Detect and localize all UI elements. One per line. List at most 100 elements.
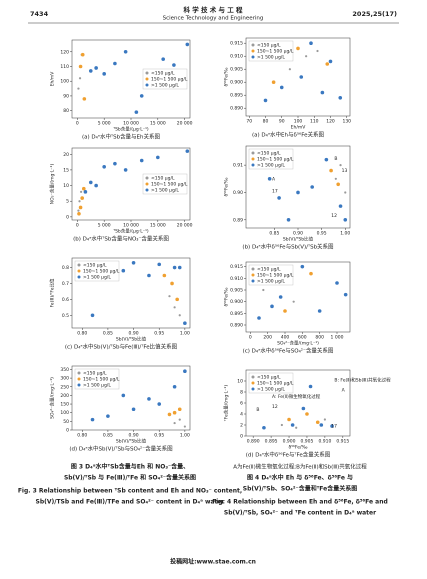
data-point xyxy=(295,426,298,429)
fig4-note: A为Fe(Ⅱ)微生物氧化过程;B为Fe(Ⅱ)和Sb(Ⅲ)共氧化过程 xyxy=(233,463,367,471)
y-axis-label: Fe(Ⅲ)/ᵀFe比值 xyxy=(49,278,56,308)
x-tick-label: 130 xyxy=(342,119,351,125)
x-tick-label: 0.85 xyxy=(269,231,279,237)
data-point xyxy=(292,300,295,303)
y-tick-label: 10 xyxy=(237,379,243,385)
legend-swatch xyxy=(251,55,255,59)
data-point xyxy=(301,406,306,411)
legend-label: <150 μg/L xyxy=(257,375,281,381)
chart-caption: (c) D₄ᵃ水中Sb(Ⅴ)/ᵀSb与Fe(Ⅲ)/ᵀFe比值关系图 xyxy=(65,343,178,351)
legend-label: >1 500 μg/L xyxy=(151,83,179,89)
x-axis-label: ᵀSb含量/(μg·L⁻¹) xyxy=(112,126,149,133)
data-point xyxy=(123,168,128,172)
y-tick-label: 0 xyxy=(240,434,243,440)
data-point xyxy=(175,297,179,302)
legend-label: <150 μg/L xyxy=(83,371,107,377)
y-tick-label: 0.900 xyxy=(230,299,243,305)
x-tick-label: 20 000 xyxy=(177,121,193,127)
legend-box xyxy=(248,40,294,62)
y-tick-label: 0.90 xyxy=(233,190,243,196)
data-point xyxy=(178,418,181,421)
y-tick-label: 0.915 xyxy=(230,41,243,47)
data-point xyxy=(320,90,325,95)
data-point xyxy=(287,417,291,422)
data-point xyxy=(185,149,190,153)
x-tick-label: 110 xyxy=(310,119,319,125)
page-number: 7434 xyxy=(30,10,49,18)
x-axis-label: Sb(Ⅴ)/ᵀSb比值 xyxy=(116,336,147,343)
data-point xyxy=(324,157,329,162)
data-point xyxy=(286,218,291,222)
legend-swatch xyxy=(77,275,81,279)
data-point xyxy=(78,205,83,210)
x-tick-label: 0.95 xyxy=(154,433,164,439)
data-point xyxy=(167,412,172,417)
data-point xyxy=(262,425,266,430)
y-axis-label: NO₃⁻含量/(mg·L⁻¹) xyxy=(49,164,56,205)
x-tick-label: 0 xyxy=(76,121,79,127)
y-tick-label: 0.890 xyxy=(230,323,243,329)
legend-swatch xyxy=(145,182,149,186)
data-point xyxy=(78,200,81,203)
legend-swatch xyxy=(145,71,149,75)
y-tick-label: 10 xyxy=(63,183,69,189)
data-point xyxy=(94,66,98,70)
data-point xyxy=(131,260,136,265)
data-point xyxy=(305,412,309,416)
legend-label: >1 500 μg/L xyxy=(257,387,285,393)
fig4-caption-en: Fig. 4 Relationship between Eh and δ⁵⁶Fe… xyxy=(212,499,388,506)
data-point xyxy=(131,407,136,412)
data-point xyxy=(90,417,95,422)
legend-swatch xyxy=(77,263,81,267)
journal-en: Science Technology and Engineering xyxy=(163,16,264,22)
data-point xyxy=(78,64,83,69)
legend-label: 150~1 500 μg/L xyxy=(257,381,294,387)
data-point xyxy=(339,164,342,167)
chart-caption: (d) D₄ᵃ水中Sb(Ⅴ)/ᵀSb与SO₄²⁻含量关系图 xyxy=(69,445,173,453)
data-point xyxy=(77,87,80,90)
data-point xyxy=(173,306,176,309)
legend-box xyxy=(74,260,120,282)
y-tick-label: 5 xyxy=(66,199,69,205)
legend-box xyxy=(142,173,188,195)
y-tick-label: 350 xyxy=(60,367,69,373)
annotation: 17 xyxy=(331,424,337,430)
x-axis-label: Sb(Ⅴ)/ᵀSb比值 xyxy=(283,236,314,243)
data-point xyxy=(139,158,144,163)
x-tick-label: 10 000 xyxy=(123,223,139,229)
x-tick-label: 0 xyxy=(76,223,79,229)
fig3-caption-en: Fig. 3 Relationship between ᵀSb content … xyxy=(18,488,242,495)
y-tick-label: 0.910 xyxy=(230,54,243,60)
data-point xyxy=(172,384,177,389)
data-point xyxy=(134,110,139,114)
fig3-caption: Sb(Ⅴ)/ᵀSb 与 Fe(Ⅲ)/ᵀFe 和 SO₄²⁻含量关系图 xyxy=(64,474,196,482)
legend-swatch xyxy=(145,77,149,81)
data-point xyxy=(296,46,300,51)
legend-swatch xyxy=(251,49,255,53)
x-tick-label: 15 000 xyxy=(150,121,166,127)
x-tick-label: 0.905 xyxy=(301,439,314,445)
x-tick-label: 100 xyxy=(294,119,303,125)
data-point xyxy=(88,69,93,73)
x-tick-label: 0.80 xyxy=(77,433,87,439)
data-point xyxy=(94,183,98,188)
y-tick-label: 0.8 xyxy=(62,265,69,271)
x-tick-label: 15 000 xyxy=(150,223,166,229)
annotation: B xyxy=(334,156,337,162)
y-tick-label: 0.905 xyxy=(230,288,243,294)
plot-frame xyxy=(245,261,351,333)
x-tick-label: 70 xyxy=(246,119,252,125)
annotation: 12 xyxy=(331,213,337,219)
y-axis-label: Eh/mV xyxy=(50,71,56,87)
x-tick-label: 600 xyxy=(298,335,307,341)
data-point xyxy=(83,190,88,194)
data-point xyxy=(257,316,261,320)
x-tick-label: 0 xyxy=(249,335,252,341)
y-tick-label: 0.900 xyxy=(230,80,243,86)
y-axis-label: ᵀFe含量/(mg·L⁻¹) xyxy=(223,385,230,422)
legend-label: <150 μg/L xyxy=(83,263,107,269)
chart-caption: (c) D₄ᵃ水中δ⁵⁶Fe与SO₄²⁻含量关系图 xyxy=(243,347,334,355)
data-point xyxy=(80,190,83,193)
x-tick-label: 120 xyxy=(326,119,335,125)
